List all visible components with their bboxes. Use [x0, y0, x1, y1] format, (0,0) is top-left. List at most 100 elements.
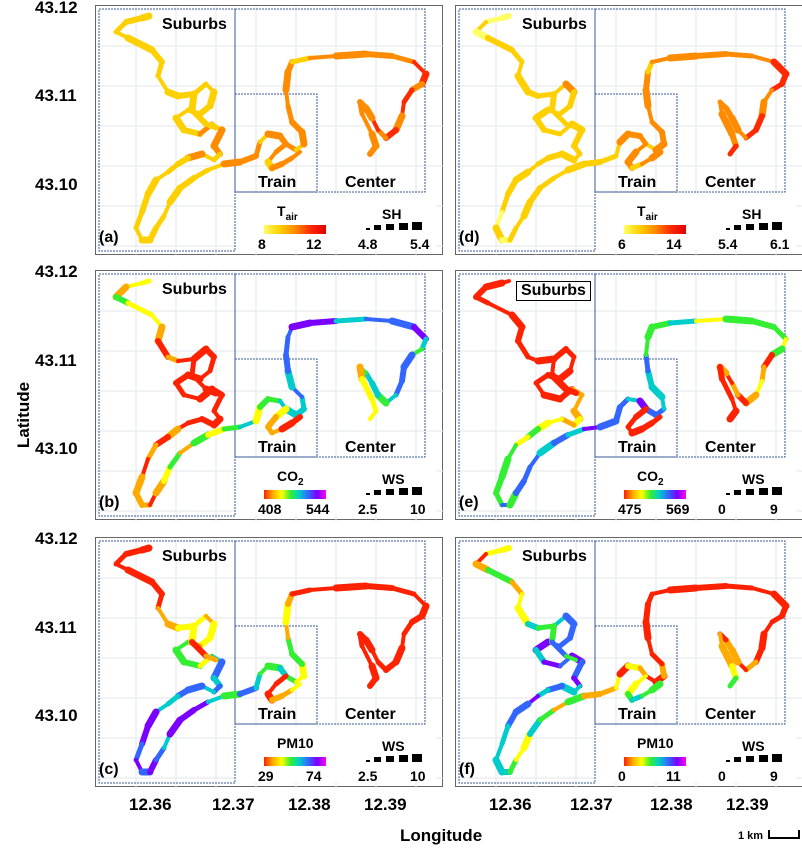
track-segment [514, 72, 532, 96]
scale-bar: 1 km [738, 826, 800, 844]
lat-tick: 43.12 [35, 0, 78, 17]
track-segment [597, 685, 619, 697]
lat-tick: 43.11 [35, 618, 77, 637]
center-region-box [594, 8, 786, 193]
track-segment [283, 352, 291, 374]
track-segment [749, 318, 777, 330]
track-segment [581, 691, 603, 699]
track-segment [581, 159, 603, 167]
track-segment [364, 317, 394, 323]
color-legend-max: 14 [666, 236, 682, 252]
track-segment [521, 464, 533, 484]
track-segment [289, 587, 313, 597]
map-canvas [96, 538, 444, 788]
map-panel-c: Suburbs Train Center (c) PM10 29 74 WS 2.5 10 [95, 537, 444, 788]
track-segment [161, 464, 173, 484]
size-legend-max: 10 [410, 768, 426, 784]
size-legend-title: SH [742, 206, 762, 222]
track-segment [514, 604, 532, 628]
color-legend-min: 29 [258, 768, 274, 784]
size-legend-marker [726, 493, 730, 495]
lon-tick: 12.36 [129, 795, 172, 814]
center-label: Center [345, 706, 396, 723]
track-segment [625, 414, 639, 430]
track-segment [649, 119, 665, 135]
track-segment [564, 654, 578, 662]
track-segment [729, 380, 741, 398]
scale-bar-label: 1 km [738, 830, 764, 842]
track-segment [124, 566, 156, 586]
color-legend-title: CO2 [637, 468, 664, 488]
track-segment [191, 699, 211, 713]
size-legend-max: 9 [770, 768, 778, 784]
track-segment [549, 623, 557, 645]
track-segment [203, 121, 219, 131]
track-segment [486, 301, 514, 317]
track-segment [211, 392, 225, 414]
legend-box [596, 459, 796, 515]
train-region-box [234, 358, 318, 458]
track-segment [273, 141, 289, 155]
track-segment [743, 127, 759, 141]
size-legend-marker [746, 489, 754, 495]
track-segment [499, 191, 511, 215]
track-segment [726, 407, 740, 423]
track-segment [722, 315, 756, 325]
size-legend-marker [386, 489, 394, 495]
train-label: Train [258, 174, 297, 191]
track-segment [771, 324, 789, 342]
map-canvas [456, 6, 802, 256]
track-segment [145, 442, 159, 462]
track-segment [667, 318, 699, 326]
track-segment [565, 426, 587, 438]
size-legend-marker [759, 488, 768, 495]
track-segment [113, 19, 129, 35]
track-segment [493, 474, 505, 496]
center-label: Center [705, 174, 756, 191]
size-legend-marker [412, 487, 422, 495]
track-segment [124, 34, 156, 54]
track-segment [649, 651, 665, 667]
track-segment [649, 414, 663, 426]
size-legend-marker [772, 754, 782, 762]
size-legend-marker [374, 490, 381, 495]
color-legend-min: 0 [618, 768, 626, 784]
size-legend-marker [759, 755, 768, 762]
size-legend-marker [366, 228, 370, 230]
train-region-box [234, 625, 318, 725]
size-legend-title: SH [382, 206, 402, 222]
size-legend-marker [366, 760, 370, 762]
track-segment [155, 338, 171, 360]
track-segment [299, 394, 307, 412]
color-legend-title: PM10 [277, 735, 314, 751]
size-legend-min: 0 [718, 501, 726, 517]
size-legend-marker [366, 493, 370, 495]
track-segment [513, 434, 531, 448]
train-region-box [234, 93, 318, 193]
track-segment [237, 153, 259, 165]
track-segment [537, 175, 557, 191]
track-segment [189, 639, 209, 659]
track-segment [237, 685, 259, 697]
track-segment [139, 723, 151, 747]
map-canvas [96, 6, 444, 256]
track-segment [388, 317, 418, 331]
track-segment [149, 47, 165, 65]
track-segment [165, 693, 181, 707]
train-region-box [594, 358, 678, 458]
map-panel-b: Suburbs Train Center (b) CO2 408 544 WS 2.5 10 [95, 270, 444, 521]
track-segment [282, 600, 292, 626]
track-segment [185, 416, 205, 426]
size-legend-marker [726, 760, 730, 762]
color-scale-bar [264, 225, 326, 234]
track-segment [389, 585, 417, 597]
track-segment [643, 601, 651, 625]
track-segment [290, 682, 302, 692]
track-segment [221, 424, 243, 432]
track-segment [549, 91, 557, 113]
color-legend-max: 12 [306, 236, 322, 252]
legend-box [236, 459, 436, 515]
suburbs-label: Suburbs [162, 548, 227, 565]
size-legend-marker [772, 222, 782, 230]
size-legend-marker [412, 754, 422, 762]
